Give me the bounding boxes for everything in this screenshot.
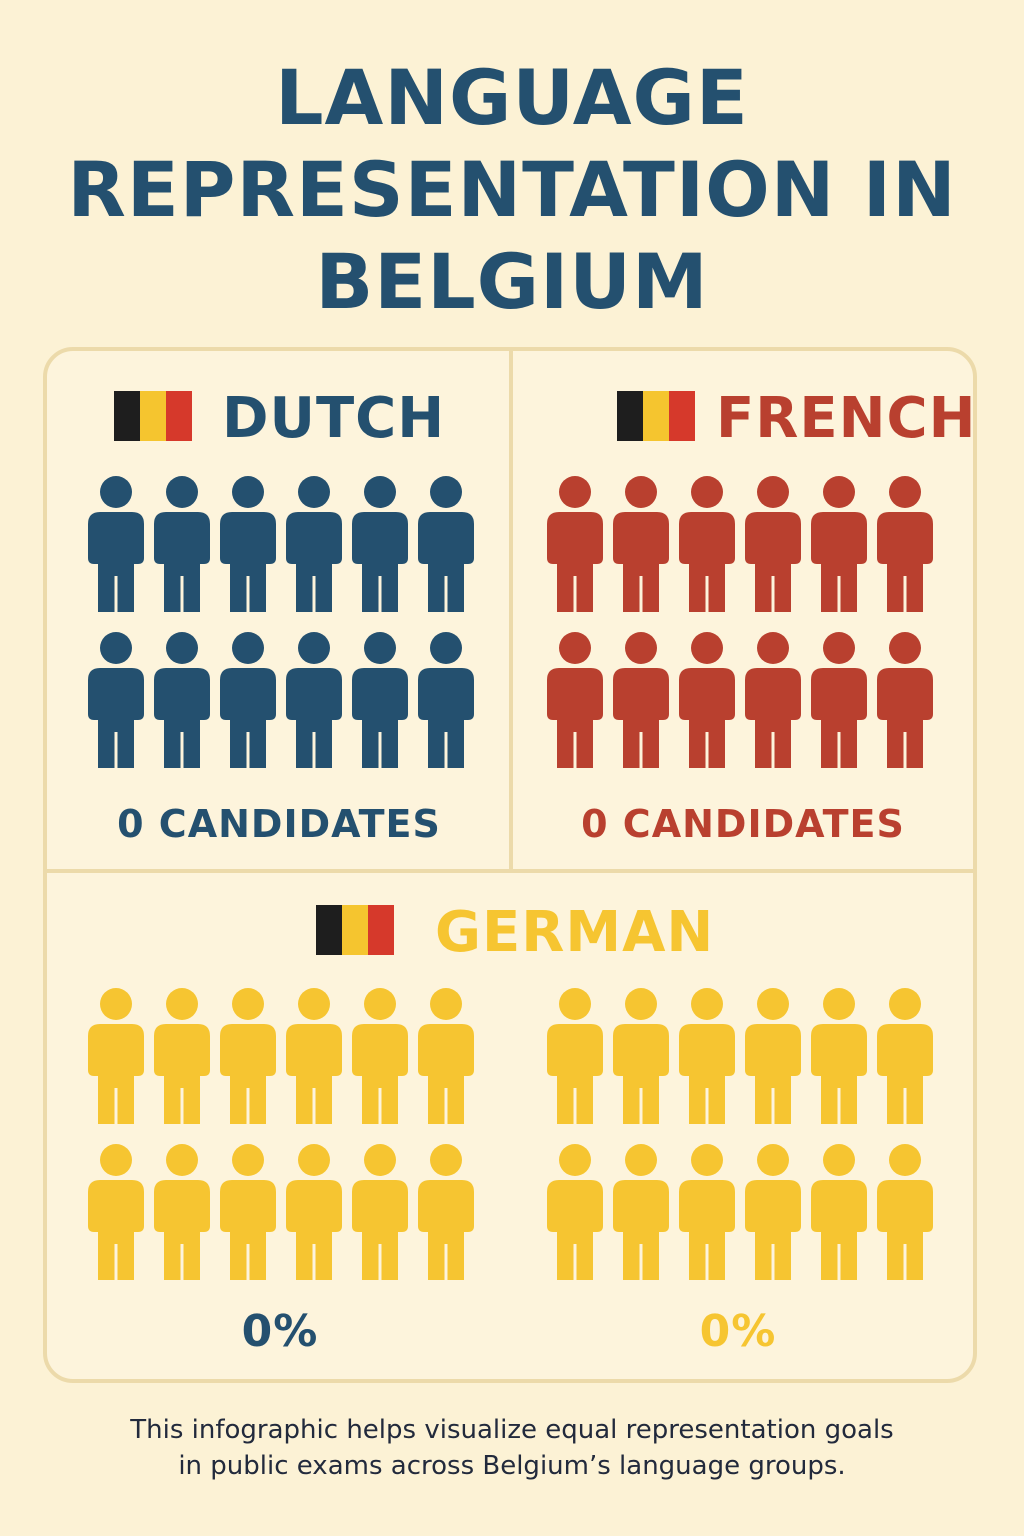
person-icon — [745, 988, 801, 1124]
person-icon — [679, 1144, 735, 1280]
person-icon — [877, 1144, 933, 1280]
person-icon — [352, 988, 408, 1124]
person-icon — [613, 476, 669, 612]
person-icon — [154, 632, 210, 768]
person-icon — [352, 476, 408, 612]
person-icon — [811, 988, 867, 1124]
person-icon — [613, 632, 669, 768]
person-icon — [418, 988, 474, 1124]
person-icon — [811, 1144, 867, 1280]
german-people-grid-right — [547, 988, 933, 1280]
person-icon — [613, 988, 669, 1124]
person-icon — [286, 632, 342, 768]
german-people-grid-left — [88, 988, 474, 1280]
person-icon — [745, 632, 801, 768]
dutch-candidates-count: 0 CANDIDATES — [117, 802, 441, 846]
person-icon — [679, 632, 735, 768]
french-candidates-count: 0 CANDIDATES — [581, 802, 905, 846]
person-icon — [679, 988, 735, 1124]
person-icon — [877, 988, 933, 1124]
person-icon — [286, 1144, 342, 1280]
belgian-flag-icon — [617, 391, 695, 441]
person-icon — [679, 476, 735, 612]
person-icon — [220, 988, 276, 1124]
person-icon — [613, 1144, 669, 1280]
belgian-flag-icon — [114, 391, 192, 441]
footnote: This infographic helps visualize equal r… — [0, 1412, 1024, 1484]
person-icon — [745, 476, 801, 612]
title-line-2: REPRESENTATION IN — [67, 145, 957, 234]
person-icon — [745, 1144, 801, 1280]
dutch-people-grid — [88, 476, 474, 768]
panel-divider-vertical — [509, 349, 513, 871]
french-label: FRENCH — [716, 386, 977, 451]
person-icon — [418, 1144, 474, 1280]
german-left-percent: 0% — [241, 1306, 319, 1357]
title-line-3: BELGIUM — [315, 237, 709, 326]
person-icon — [154, 988, 210, 1124]
person-icon — [154, 1144, 210, 1280]
person-icon — [811, 632, 867, 768]
footnote-line-1: This infographic helps visualize equal r… — [130, 1415, 894, 1445]
person-icon — [547, 476, 603, 612]
person-icon — [418, 476, 474, 612]
person-icon — [88, 1144, 144, 1280]
person-icon — [88, 632, 144, 768]
panel-divider-horizontal — [45, 869, 975, 873]
person-icon — [418, 632, 474, 768]
person-icon — [352, 632, 408, 768]
person-icon — [877, 476, 933, 612]
person-icon — [547, 988, 603, 1124]
person-icon — [877, 632, 933, 768]
person-icon — [547, 1144, 603, 1280]
person-icon — [286, 476, 342, 612]
person-icon — [220, 476, 276, 612]
person-icon — [811, 476, 867, 612]
page-title: LANGUAGE REPRESENTATION IN BELGIUM — [0, 52, 1024, 328]
person-icon — [547, 632, 603, 768]
belgian-flag-icon — [316, 905, 394, 955]
footnote-line-2: in public exams across Belgium’s languag… — [178, 1451, 846, 1481]
person-icon — [88, 988, 144, 1124]
german-label: GERMAN — [435, 900, 715, 965]
person-icon — [220, 632, 276, 768]
title-line-1: LANGUAGE — [275, 53, 749, 142]
german-right-percent: 0% — [699, 1306, 777, 1357]
person-icon — [88, 476, 144, 612]
french-people-grid — [547, 476, 933, 768]
dutch-label: DUTCH — [222, 386, 446, 451]
person-icon — [286, 988, 342, 1124]
person-icon — [154, 476, 210, 612]
person-icon — [220, 1144, 276, 1280]
person-icon — [352, 1144, 408, 1280]
